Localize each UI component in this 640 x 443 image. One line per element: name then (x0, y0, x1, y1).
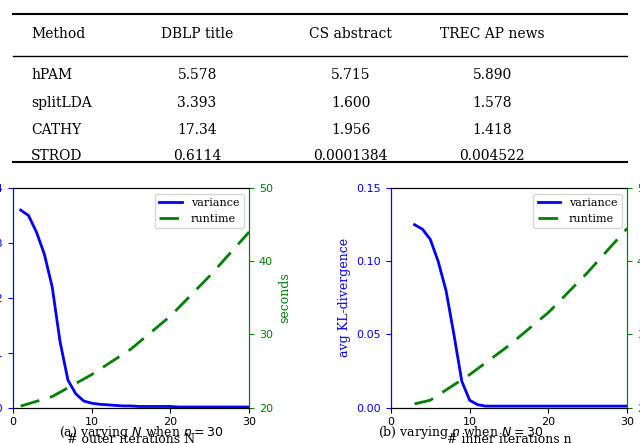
Text: CATHY: CATHY (31, 123, 81, 136)
Text: 5.578: 5.578 (177, 68, 217, 82)
Y-axis label: seconds: seconds (278, 272, 291, 323)
Text: STROD: STROD (31, 149, 83, 163)
Text: 0.6114: 0.6114 (173, 149, 221, 163)
Text: DBLP title: DBLP title (161, 27, 233, 41)
X-axis label: # outer iterations N: # outer iterations N (67, 433, 195, 443)
Text: hPAM: hPAM (31, 68, 72, 82)
Text: 5.715: 5.715 (331, 68, 371, 82)
Legend: variance, runtime: variance, runtime (155, 194, 244, 228)
Text: 1.600: 1.600 (331, 96, 371, 110)
Legend: variance, runtime: variance, runtime (533, 194, 621, 228)
Text: 17.34: 17.34 (177, 123, 217, 136)
Y-axis label: avg KL-divergence: avg KL-divergence (338, 238, 351, 358)
Text: 5.890: 5.890 (472, 68, 511, 82)
Text: (a) varying $N$ when $n = 30$: (a) varying $N$ when $n = 30$ (58, 424, 223, 441)
Text: TREC AP news: TREC AP news (440, 27, 545, 41)
Text: 0.004522: 0.004522 (460, 149, 525, 163)
Text: (b) varying $n$ when $N = 30$: (b) varying $n$ when $N = 30$ (378, 424, 543, 441)
Text: 3.393: 3.393 (177, 96, 217, 110)
Text: CS abstract: CS abstract (309, 27, 392, 41)
Text: 1.956: 1.956 (331, 123, 371, 136)
Text: 1.418: 1.418 (472, 123, 512, 136)
X-axis label: # inner iterations n: # inner iterations n (447, 433, 572, 443)
Text: 1.578: 1.578 (472, 96, 512, 110)
Text: splitLDA: splitLDA (31, 96, 92, 110)
Text: Method: Method (31, 27, 86, 41)
Text: 0.0001384: 0.0001384 (314, 149, 388, 163)
